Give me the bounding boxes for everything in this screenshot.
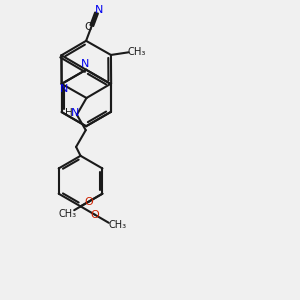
Text: CH₃: CH₃: [58, 209, 77, 219]
Text: N: N: [60, 84, 68, 94]
Text: C: C: [85, 22, 92, 32]
Text: O: O: [90, 210, 99, 220]
Text: N: N: [80, 59, 89, 69]
Text: CH₃: CH₃: [108, 220, 126, 230]
Text: CH₃: CH₃: [128, 47, 146, 57]
Text: H: H: [64, 108, 72, 118]
Text: N: N: [71, 108, 80, 118]
Text: N: N: [95, 5, 104, 15]
Text: O: O: [84, 197, 93, 207]
